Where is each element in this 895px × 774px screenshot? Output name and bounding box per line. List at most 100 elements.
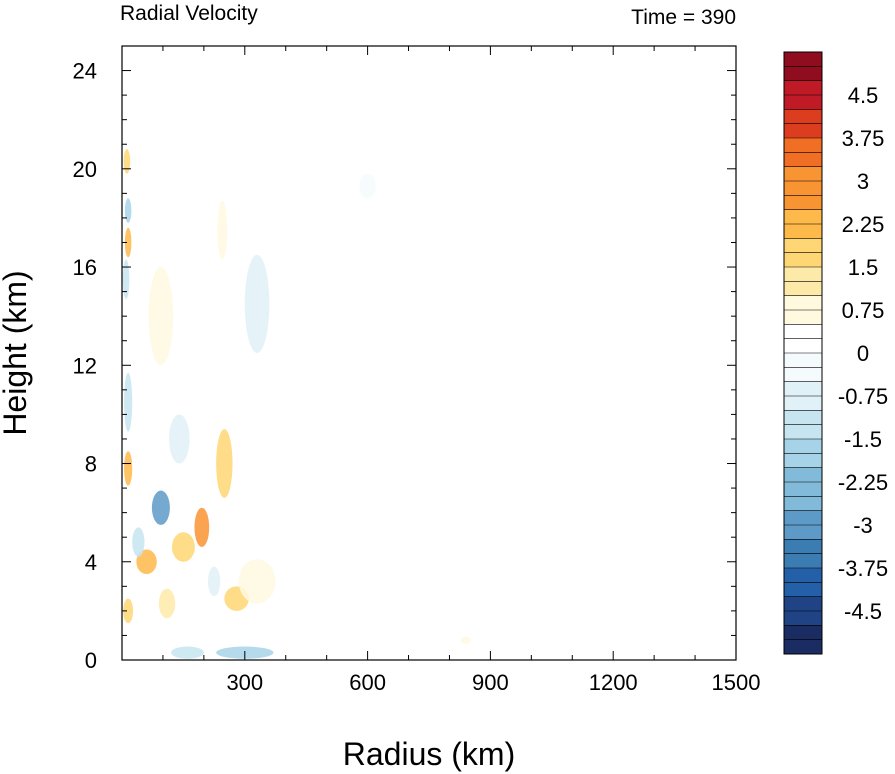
- colorbar-segment: [784, 224, 822, 239]
- colorbar-label: -0.75: [838, 384, 888, 409]
- colorbar-segment: [784, 582, 822, 597]
- colorbar-segment: [784, 338, 822, 354]
- colorbar-segment: [784, 238, 822, 253]
- colorbar-segment: [784, 252, 822, 268]
- chart-title-left: Radial Velocity: [120, 2, 258, 25]
- y-tick-label: 20: [73, 157, 97, 182]
- colorbar-segment: [784, 324, 822, 339]
- velocity-feature-7: [124, 198, 132, 223]
- colorbar-label: -1.5: [844, 427, 882, 452]
- colorbar-frame: [783, 51, 823, 655]
- colorbar: 4.5 3.75 3 2.25 1.5 0.75 0 -0.75 -1.5 -2.25 -3 -3.7…: [783, 51, 888, 655]
- colorbar-segment: [784, 439, 822, 454]
- x-tick-label: 900: [472, 670, 509, 695]
- colorbar-label: 4.5: [848, 83, 879, 108]
- velocity-feature-23: [207, 566, 221, 597]
- x-tick-label: 300: [226, 670, 263, 695]
- colorbar-segment: [784, 639, 822, 655]
- y-tick-label: 0: [85, 648, 97, 673]
- velocity-feature-13: [238, 559, 276, 604]
- colorbar-segment: [784, 109, 822, 124]
- colorbar-segment: [784, 80, 822, 96]
- x-axis: 300 600 900 1200 1500: [121, 46, 761, 695]
- velocity-feature-17: [244, 254, 270, 353]
- colorbar-segment: [784, 453, 822, 468]
- colorbar-label: -2.25: [838, 470, 888, 495]
- colorbar-segment: [784, 166, 822, 182]
- x-tick-label: 1200: [589, 670, 638, 695]
- colorbar-segment: [784, 424, 822, 440]
- velocity-feature-0: [151, 490, 170, 525]
- colorbar-segment: [784, 496, 822, 511]
- colorbar-segment: [784, 482, 822, 497]
- colorbar-segment: [784, 95, 822, 110]
- y-axis: 0 4 8 12 16 20 24: [73, 45, 736, 673]
- colorbar-segment: [784, 123, 822, 139]
- colorbar-segment: [784, 267, 822, 282]
- colorbar-label: 1.5: [848, 255, 879, 280]
- colorbar-label: 3.75: [842, 126, 885, 151]
- velocity-feature-10: [123, 598, 134, 624]
- colorbar-segment: [784, 195, 822, 210]
- y-axis-title: Height (km): [0, 270, 33, 435]
- y-tick-label: 16: [73, 255, 97, 280]
- colorbar-segment: [784, 568, 822, 583]
- colorbar-segment: [784, 310, 822, 325]
- colorbar-segment: [784, 525, 822, 540]
- colorbar-label: -4.5: [844, 599, 882, 624]
- colorbar-segment: [784, 381, 822, 397]
- colorbar-segment: [784, 152, 822, 167]
- colorbar-segment: [784, 295, 822, 311]
- y-tick-label: 8: [85, 452, 97, 477]
- colorbar-segment: [784, 353, 822, 368]
- velocity-feature-22: [158, 588, 176, 619]
- colorbar-label: -3.75: [838, 556, 888, 581]
- velocity-feature-25: [340, 242, 354, 292]
- x-tick-label: 600: [349, 670, 386, 695]
- x-tick-label: 1500: [712, 670, 761, 695]
- velocity-feature-2: [171, 532, 195, 562]
- y-tick-label: 12: [73, 353, 97, 378]
- colorbar-label: -3: [853, 513, 873, 538]
- colorbar-segment: [784, 209, 822, 225]
- colorbar-segment: [784, 52, 822, 67]
- velocity-feature-9: [124, 372, 133, 432]
- colorbar-segment: [784, 281, 822, 296]
- chart-title-right: Time = 390: [631, 6, 736, 29]
- colorbar-segment: [784, 611, 822, 626]
- velocity-feature-16: [216, 429, 233, 498]
- velocity-feature-19: [185, 316, 219, 415]
- velocity-field: [122, 149, 471, 659]
- velocity-feature-6: [123, 149, 131, 174]
- velocity-feature-15: [171, 646, 204, 659]
- velocity-feature-8: [122, 259, 130, 299]
- colorbar-segment: [784, 510, 822, 526]
- velocity-feature-11: [132, 527, 145, 557]
- velocity-feature-20: [169, 414, 190, 464]
- colorbar-segment: [784, 138, 822, 153]
- velocity-feature-4: [124, 451, 133, 486]
- colorbar-segment: [784, 181, 822, 196]
- colorbar-segment: [784, 66, 822, 81]
- velocity-feature-3: [194, 507, 210, 548]
- x-axis-title: Radius (km): [343, 736, 515, 772]
- y-tick-label: 24: [73, 59, 97, 84]
- colorbar-segment: [784, 553, 822, 569]
- velocity-feature-1: [136, 549, 157, 575]
- velocity-feature-5: [124, 227, 132, 258]
- colorbar-segment: [784, 596, 822, 612]
- colorbar-segment: [784, 367, 822, 382]
- colorbar-label: 0: [857, 341, 869, 366]
- velocity-feature-26: [359, 173, 376, 199]
- colorbar-segment: [784, 396, 822, 411]
- colorbar-label: 0.75: [842, 298, 885, 323]
- y-tick-label: 4: [85, 550, 97, 575]
- velocity-feature-24: [460, 636, 471, 645]
- colorbar-segment: [784, 539, 822, 554]
- colorbar-segment: [784, 410, 822, 425]
- velocity-feature-18: [217, 200, 228, 260]
- plot-frame: [121, 45, 737, 661]
- colorbar-label: 2.25: [842, 212, 885, 237]
- velocity-feature-21: [148, 267, 174, 366]
